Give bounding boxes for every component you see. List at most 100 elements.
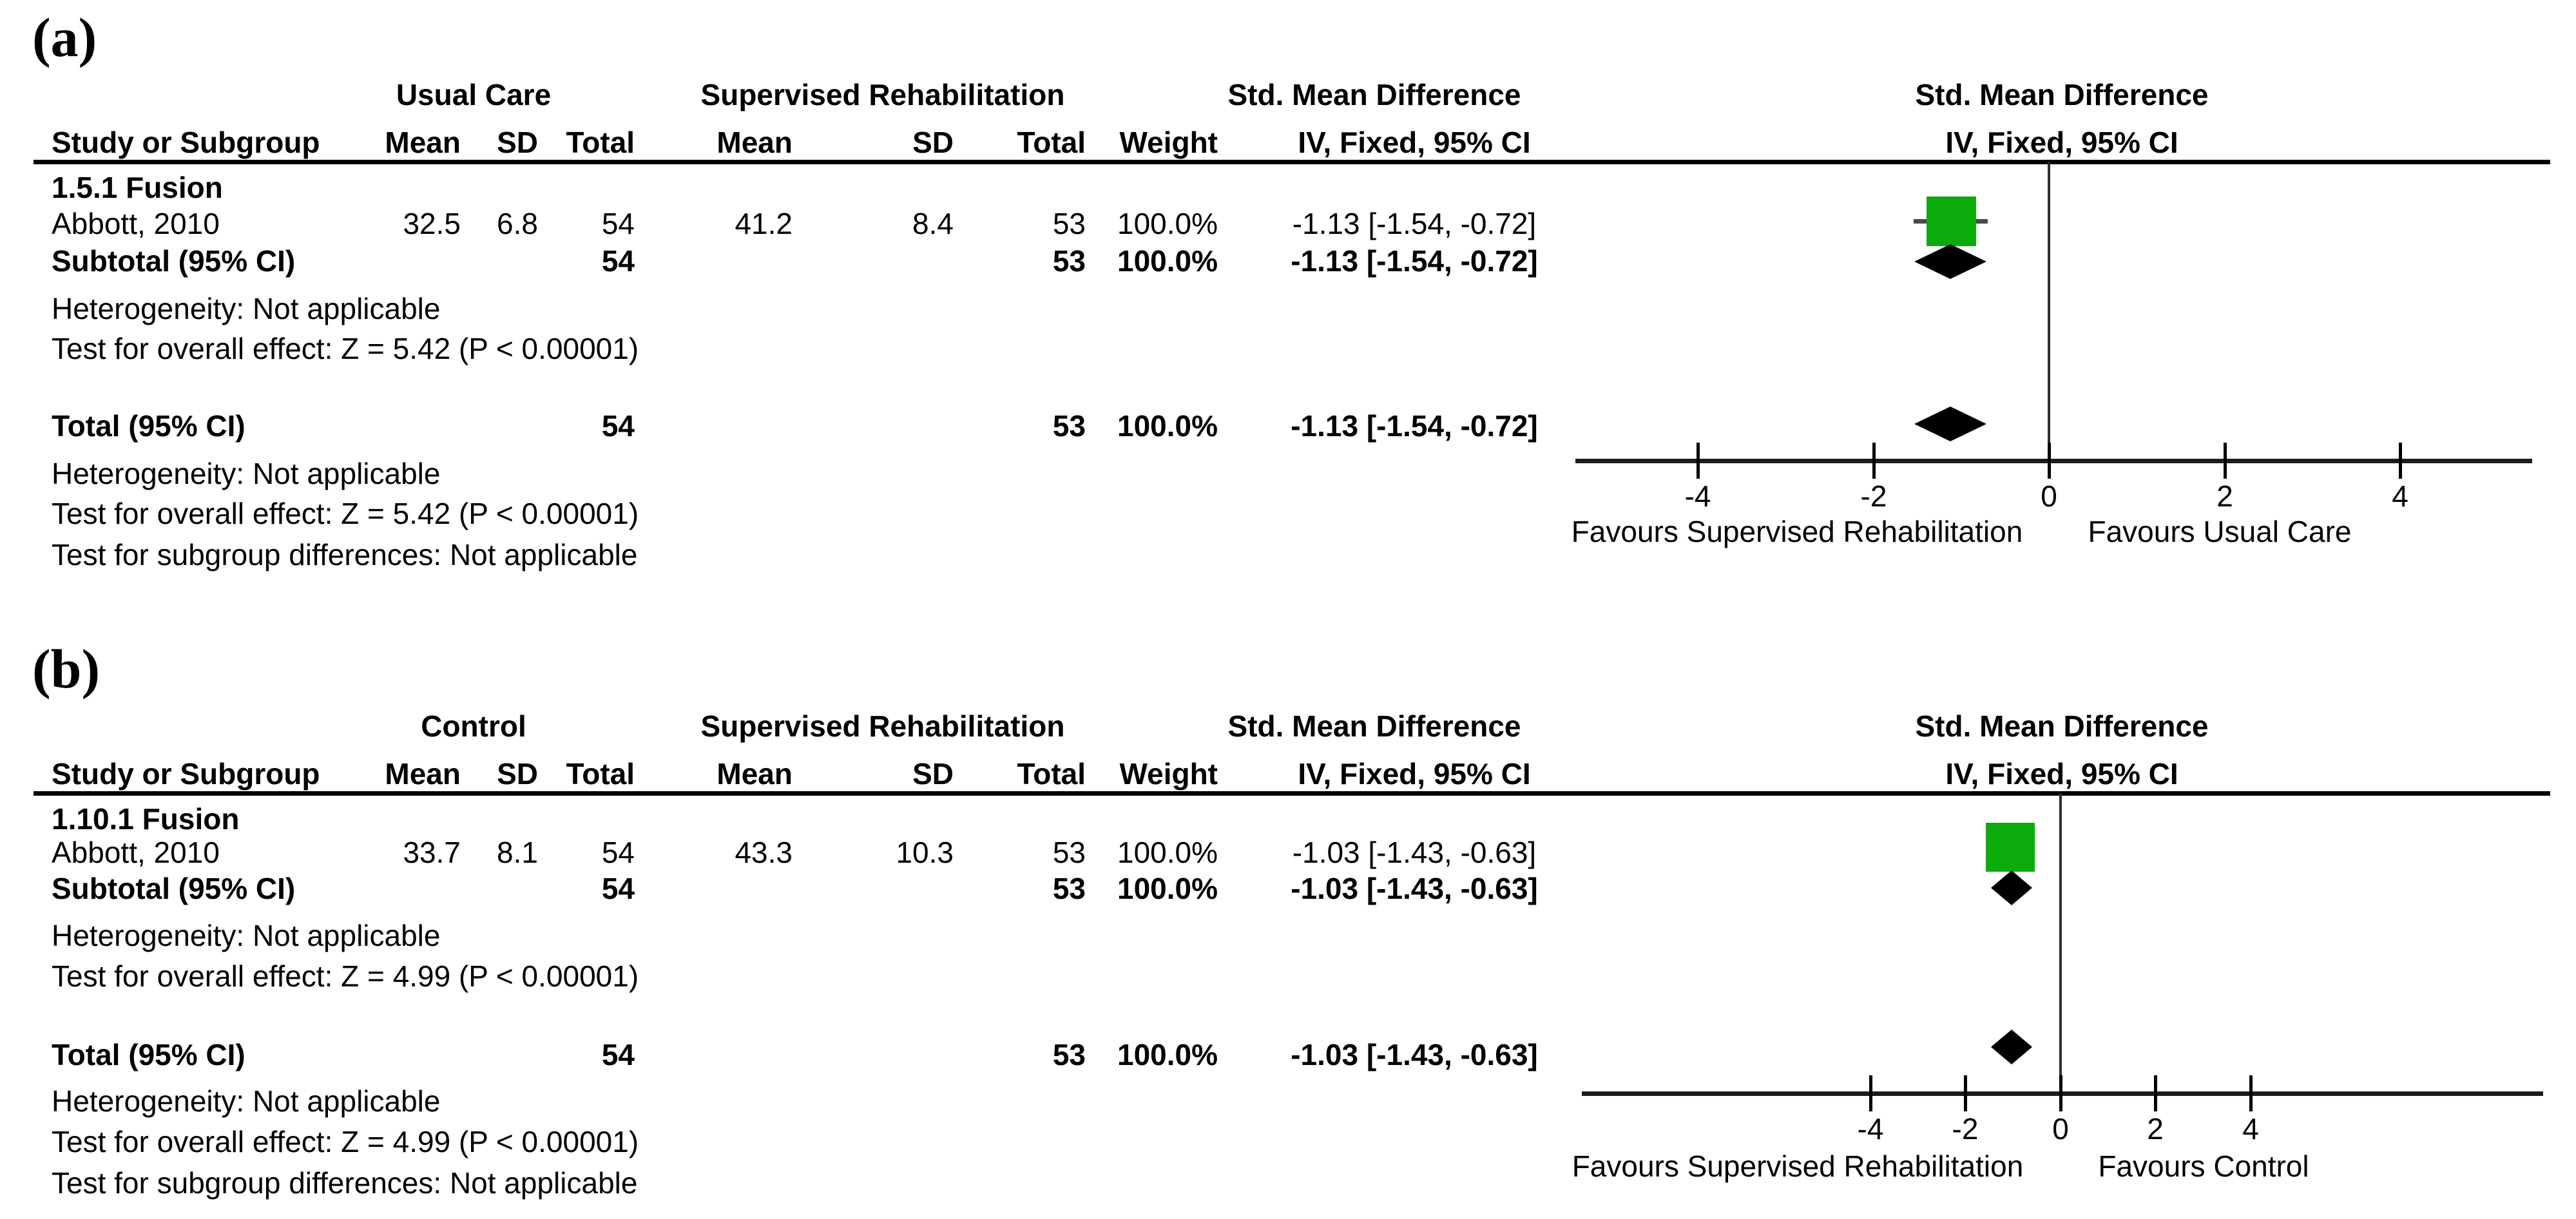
- subtotal-total2: 53: [1052, 872, 1086, 905]
- axis-tick-label: -4: [1684, 479, 1711, 513]
- effect-header: Std. Mean Difference: [1227, 709, 1521, 743]
- group1-header: Control: [421, 709, 526, 743]
- study-row: Abbott, 2010 33.7 8.1 54 43.3 10.3 53 10…: [0, 834, 2576, 871]
- plot-effect-subheader: IV, Fixed, 95% CI: [1945, 126, 2178, 159]
- group2-header: Supervised Rehabilitation: [700, 78, 1065, 111]
- favours-left-label: Favours Supervised Rehabilitation: [1571, 515, 2023, 548]
- subgroup-differences-text: Test for subgroup differences: Not appli…: [52, 1166, 638, 1200]
- axis-tick: [2154, 1075, 2157, 1111]
- study-ci: -1.03 [-1.43, -0.63]: [1292, 836, 1537, 869]
- axis-tick: [1964, 1075, 1967, 1111]
- column-header-row: Study or Subgroup Mean SD Total Mean SD …: [0, 755, 2576, 792]
- forest-plot-panel-b: (b) Control Supervised Rehabilitation St…: [0, 631, 2576, 1219]
- study-marker-square: [1986, 823, 2035, 872]
- axis-tick-label: 4: [2242, 1112, 2259, 1146]
- subgroup-label: 1.5.1 Fusion: [52, 171, 223, 204]
- total-ci: -1.13 [-1.54, -0.72]: [1291, 409, 1538, 443]
- column-header-ci: IV, Fixed, 95% CI: [1298, 757, 1531, 791]
- heterogeneity-text: Heterogeneity: Not applicable: [52, 919, 441, 952]
- total-weight: 100.0%: [1117, 409, 1218, 443]
- axis-tick-label: 0: [2041, 479, 2057, 513]
- total-total2: 53: [1052, 409, 1086, 443]
- study-weight: 100.0%: [1117, 207, 1218, 240]
- axis-tick: [2224, 443, 2227, 479]
- total-total1: 54: [601, 1038, 635, 1071]
- column-header-ci: IV, Fixed, 95% CI: [1298, 126, 1531, 159]
- overall-effect-text: Test for overall effect: Z = 4.99 (P < 0…: [52, 959, 639, 993]
- column-header-mean1: Mean: [385, 757, 461, 791]
- overall-effect-note: Test for overall effect: Z = 4.99 (P < 0…: [0, 1123, 2576, 1160]
- heterogeneity-text: Heterogeneity: Not applicable: [52, 457, 441, 490]
- study-weight: 100.0%: [1117, 836, 1218, 869]
- header-rule: [34, 791, 2550, 796]
- axis-tick: [2048, 443, 2051, 479]
- total-ci: -1.03 [-1.43, -0.63]: [1291, 1038, 1538, 1071]
- axis-tick-label: 2: [2147, 1112, 2164, 1146]
- header-rule: [34, 160, 2550, 164]
- study-total2: 53: [1052, 207, 1086, 240]
- axis-line: [1575, 459, 2532, 463]
- axis-tick-label: -2: [1952, 1112, 1979, 1146]
- heterogeneity-text: Heterogeneity: Not applicable: [52, 1084, 441, 1118]
- favours-right-label: Favours Control: [2098, 1149, 2309, 1183]
- study-name: Abbott, 2010: [52, 836, 220, 869]
- study-total1: 54: [601, 836, 635, 869]
- subtotal-label: Subtotal (95% CI): [52, 244, 296, 278]
- study-mean1: 32.5: [403, 207, 461, 240]
- column-header-sd1: SD: [497, 126, 538, 159]
- study-marker-square: [1927, 197, 1976, 246]
- axis-tick-label: 0: [2052, 1112, 2069, 1146]
- column-header-row: Study or Subgroup Mean SD Total Mean SD …: [0, 124, 2576, 161]
- favours-right-label: Favours Usual Care: [2088, 515, 2352, 548]
- column-header-sd2: SD: [912, 757, 954, 791]
- axis-line: [1582, 1091, 2543, 1096]
- axis-tick-label: -2: [1860, 479, 1887, 513]
- column-header-mean2: Mean: [716, 126, 793, 159]
- total-weight: 100.0%: [1117, 1038, 1218, 1071]
- column-header-mean2: Mean: [716, 757, 793, 791]
- panel-label: (a): [32, 6, 97, 68]
- study-sd1: 8.1: [497, 836, 538, 869]
- subgroup-differences-note: Test for subgroup differences: Not appli…: [0, 536, 2576, 573]
- column-header-total2: Total: [1017, 757, 1086, 791]
- subtotal-row: Subtotal (95% CI) 54 53 100.0% -1.13 [-1…: [0, 242, 2576, 280]
- axis-tick: [1872, 443, 1876, 479]
- study-name: Abbott, 2010: [52, 207, 220, 240]
- heterogeneity-note: Heterogeneity: Not applicable: [0, 1082, 2576, 1120]
- total-label: Total (95% CI): [52, 1038, 245, 1071]
- subtotal-total1: 54: [601, 244, 635, 278]
- subgroup-differences-text: Test for subgroup differences: Not appli…: [52, 538, 638, 571]
- effect-header: Std. Mean Difference: [1227, 78, 1521, 111]
- subgroup-row: 1.10.1 Fusion: [0, 800, 2576, 838]
- axis-tick: [2249, 1075, 2253, 1111]
- subtotal-row: Subtotal (95% CI) 54 53 100.0% -1.03 [-1…: [0, 870, 2576, 907]
- zero-line: [2059, 794, 2062, 1093]
- zero-line: [2048, 162, 2050, 461]
- study-mean1: 33.7: [403, 836, 461, 869]
- column-header-study: Study or Subgroup: [52, 757, 320, 791]
- plot-effect-subheader: IV, Fixed, 95% CI: [1945, 757, 2178, 791]
- overall-effect-note: Test for overall effect: Z = 5.42 (P < 0…: [0, 495, 2576, 532]
- total-row: Total (95% CI) 54 53 100.0% -1.03 [-1.43…: [0, 1036, 2576, 1073]
- heterogeneity-note: Heterogeneity: Not applicable: [0, 917, 2576, 954]
- column-header-weight: Weight: [1119, 757, 1218, 791]
- subtotal-ci: -1.13 [-1.54, -0.72]: [1291, 244, 1538, 278]
- panel-label: (b): [32, 638, 101, 700]
- overall-effect-text: Test for overall effect: Z = 5.42 (P < 0…: [52, 332, 639, 365]
- column-header-mean1: Mean: [385, 126, 461, 159]
- study-total1: 54: [601, 207, 635, 240]
- axis-tick-label: -4: [1857, 1112, 1884, 1146]
- column-header-total1: Total: [566, 757, 635, 791]
- subgroup-label: 1.10.1 Fusion: [52, 802, 240, 836]
- axis-tick: [1697, 443, 1700, 479]
- axis-tick-label: 2: [2216, 479, 2233, 513]
- forest-plot-panel-a: (a) Usual Care Supervised Rehabilitation…: [0, 6, 2576, 573]
- total-label: Total (95% CI): [52, 409, 245, 443]
- total-row: Total (95% CI) 54 53 100.0% -1.13 [-1.54…: [0, 407, 2576, 445]
- column-header-sd2: SD: [912, 126, 954, 159]
- overall-effect-text: Test for overall effect: Z = 4.99 (P < 0…: [52, 1125, 639, 1158]
- column-header-study: Study or Subgroup: [52, 126, 320, 159]
- total-total1: 54: [601, 409, 635, 443]
- axis-tick: [1869, 1075, 1872, 1111]
- study-mean2: 41.2: [735, 207, 793, 240]
